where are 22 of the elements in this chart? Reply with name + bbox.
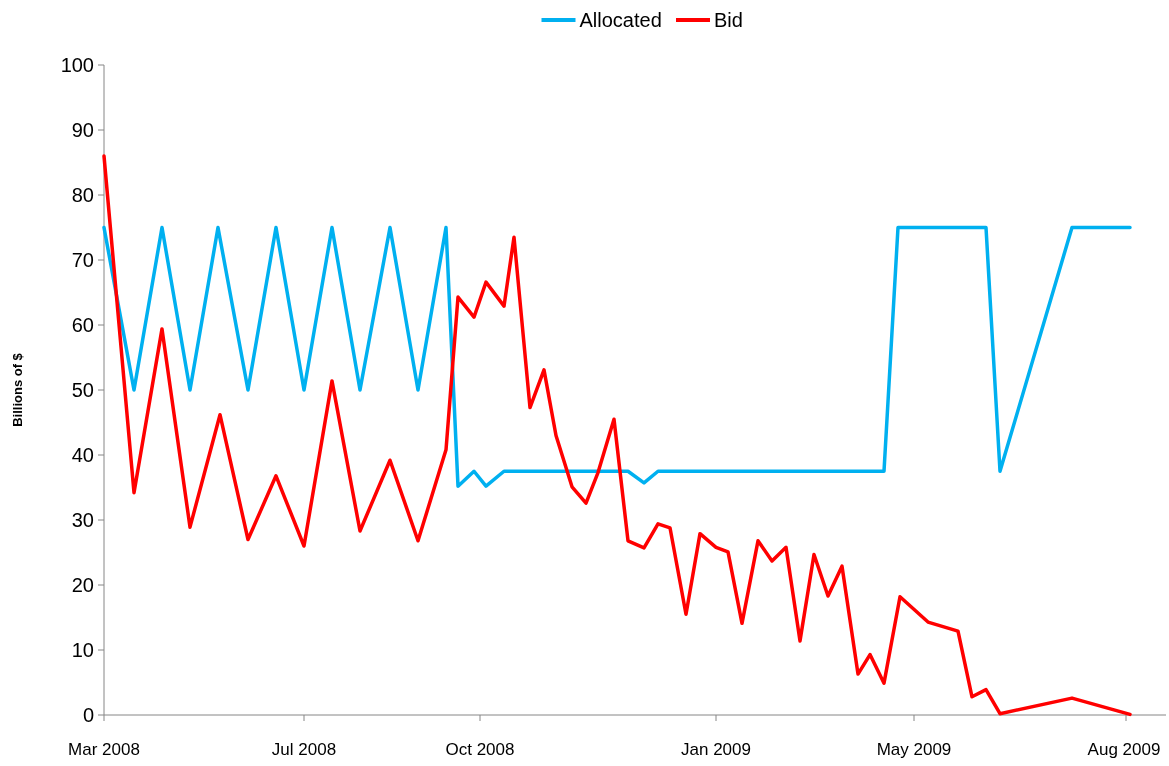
- line-series: [102, 225, 1132, 488]
- y-tick-label: 10: [71, 639, 94, 661]
- x-tick-label: Oct 2008: [445, 740, 515, 759]
- legend-label: Bid: [714, 9, 743, 31]
- x-tick-label: Jan 2009: [681, 740, 751, 759]
- y-tick-label: 20: [71, 574, 94, 596]
- y-tick-label: 50: [71, 379, 94, 401]
- y-tick-label: 30: [71, 509, 94, 531]
- legend-label: Allocated: [579, 9, 662, 31]
- x-tick-label: Jul 2008: [271, 740, 337, 759]
- line-series: [102, 154, 1132, 717]
- y-tick-label: 70: [71, 249, 94, 271]
- x-tick-label: May 2009: [876, 740, 952, 759]
- x-tick-label: Aug 2009: [1087, 740, 1161, 759]
- y-tick-label: 100: [60, 54, 94, 76]
- y-tick-label: 80: [71, 184, 94, 206]
- y-tick-label: 40: [71, 444, 94, 466]
- y-tick-label: 90: [71, 119, 94, 141]
- y-axis-title: Billions of $: [10, 352, 25, 427]
- x-tick-label: Mar 2008: [68, 740, 140, 759]
- y-tick-label: 60: [71, 314, 94, 336]
- y-tick-label: 0: [82, 704, 94, 726]
